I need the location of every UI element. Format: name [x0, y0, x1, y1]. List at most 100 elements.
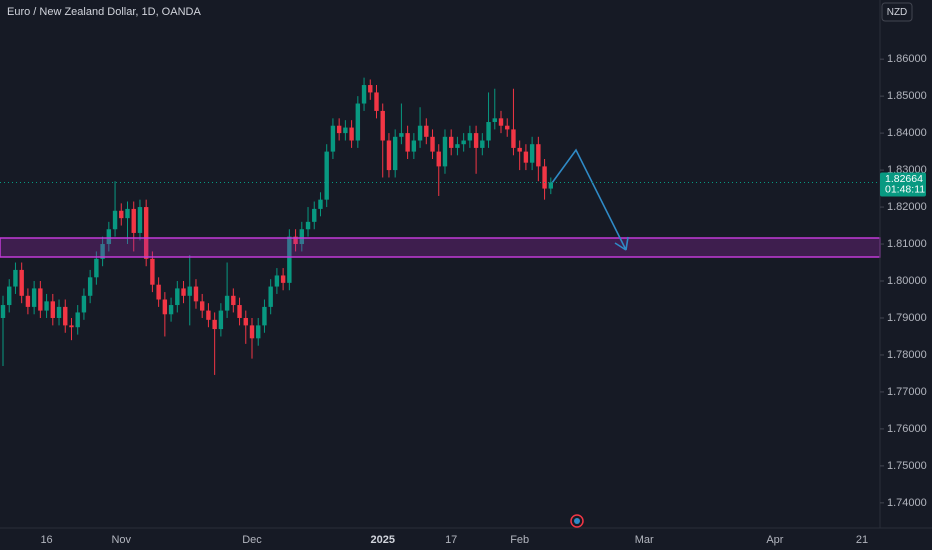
last-price-label: 1.82664 — [885, 173, 923, 185]
candle-body — [231, 295, 236, 306]
candle-body — [498, 118, 504, 126]
countdown: 01:48:11 — [885, 183, 925, 195]
candle-body — [411, 140, 417, 152]
candle-body — [305, 221, 311, 230]
candle-body — [212, 319, 217, 330]
zone — [0, 237, 881, 258]
candle-body — [355, 103, 361, 141]
candle-body — [330, 125, 336, 152]
candle-body — [542, 166, 547, 189]
candle-body — [31, 288, 37, 307]
y-tick-label: 1.81000 — [887, 238, 927, 250]
candle-body — [7, 286, 12, 306]
x-tick-label: 2025 — [370, 534, 394, 546]
candle-body — [262, 306, 267, 326]
y-tick-label: 1.84000 — [887, 127, 927, 139]
event-icon-dot — [574, 518, 580, 524]
candle-body — [119, 210, 124, 219]
candle-body — [343, 127, 348, 134]
candle-body — [193, 286, 199, 302]
candle-body — [106, 229, 112, 245]
candle-body — [287, 236, 292, 283]
candle-body — [548, 182, 553, 189]
candle-body — [100, 244, 105, 259]
candle-body — [336, 125, 342, 134]
candle-body — [467, 133, 473, 141]
candle-body — [324, 151, 329, 200]
y-tick-label: 1.78000 — [887, 349, 927, 361]
candle-body — [125, 208, 130, 219]
candle-body — [13, 269, 18, 287]
candle-body — [168, 305, 174, 315]
plot-area — [0, 77, 553, 375]
x-tick-label: 16 — [40, 534, 52, 546]
candle-body — [131, 208, 136, 233]
candle-body — [200, 301, 205, 311]
candle-body — [380, 110, 385, 141]
candle-body — [517, 147, 522, 152]
candle-body — [399, 133, 404, 137]
projection-arrow — [551, 148, 629, 251]
x-tick-label: Dec — [242, 534, 262, 546]
candle-body — [442, 136, 448, 167]
x-tick-label: Nov — [111, 534, 131, 546]
candle-body — [299, 229, 304, 245]
candle-body — [274, 275, 280, 287]
candle-body — [492, 118, 497, 123]
y-tick-label: 1.79000 — [887, 312, 927, 324]
candle-body — [368, 85, 373, 93]
candle-body — [417, 125, 423, 141]
y-tick-label: 1.80000 — [887, 275, 927, 287]
candle-body — [374, 92, 379, 111]
candle-body — [312, 208, 317, 222]
candle-body — [256, 325, 261, 339]
y-tick-label: 1.76000 — [887, 423, 927, 435]
y-tick-label: 1.77000 — [887, 386, 927, 398]
x-tick-label: Mar — [635, 534, 654, 546]
candle-body — [361, 85, 367, 104]
candle-body — [436, 151, 441, 167]
candle-body — [243, 317, 248, 326]
last-price-box — [880, 172, 926, 197]
candle-body — [268, 286, 273, 307]
candle-body — [0, 305, 6, 318]
candle-body — [237, 305, 242, 318]
candle-body — [25, 295, 31, 307]
candle-body — [206, 310, 211, 320]
currency-button[interactable] — [881, 2, 913, 22]
x-tick-label: Apr — [766, 534, 783, 546]
event-icon[interactable] — [570, 514, 584, 528]
candle-body — [87, 277, 93, 296]
chart-title: Euro / New Zealand Dollar, 1D, OANDA — [7, 6, 201, 18]
x-tick-label: Feb — [510, 534, 529, 546]
candle-body — [38, 288, 43, 311]
candle-body — [175, 288, 180, 306]
candle-body — [44, 301, 49, 311]
candle-body — [249, 325, 255, 339]
candle-body — [50, 301, 55, 318]
candle-body — [424, 125, 429, 137]
candle-body — [511, 129, 516, 148]
candle-body — [523, 151, 529, 163]
candle-body — [280, 275, 286, 283]
y-tick-label: 1.82000 — [887, 201, 927, 213]
candle-body — [405, 133, 410, 152]
y-tick-label: 1.74000 — [887, 497, 927, 509]
candle-body — [318, 199, 323, 209]
y-tick-label: 1.85000 — [887, 90, 927, 102]
candle-body — [156, 284, 161, 300]
candle-body — [75, 312, 80, 328]
currency-label[interactable]: NZD — [887, 7, 908, 18]
candle-body — [486, 122, 491, 141]
x-tick-label: 21 — [856, 534, 868, 546]
candle-body — [430, 136, 435, 152]
candle-body — [529, 144, 535, 163]
candle-body — [473, 133, 479, 148]
candle-body — [162, 299, 168, 315]
candle-body — [536, 144, 541, 167]
candle-body — [112, 210, 118, 230]
candle-body — [137, 207, 143, 233]
